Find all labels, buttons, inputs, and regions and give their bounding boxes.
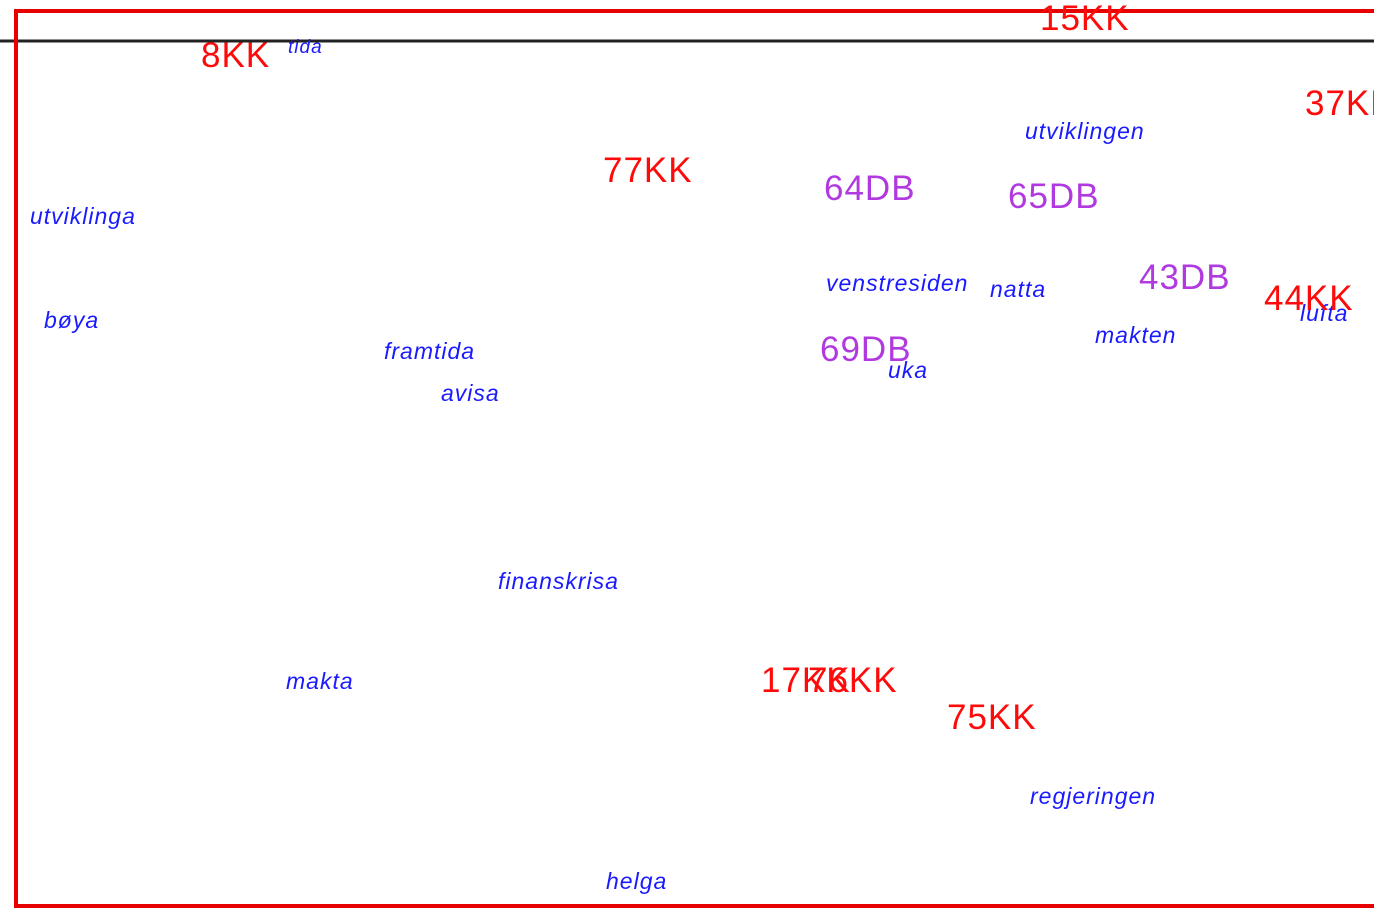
word-label: bøya — [44, 307, 99, 333]
word-label: regjeringen — [1030, 783, 1156, 809]
word-label: tida — [288, 37, 323, 58]
document-label: 65DB — [1008, 177, 1100, 216]
document-label: 17KK — [761, 661, 851, 700]
word-label: framtida — [384, 338, 475, 364]
word-label: venstresiden — [826, 270, 968, 296]
word-label: utviklingen — [1025, 118, 1145, 144]
word-label: uka — [888, 357, 928, 383]
word-label: avisa — [441, 380, 500, 406]
document-label: 64DB — [824, 169, 916, 208]
document-label: 8KK — [201, 36, 270, 75]
document-label: 43DB — [1139, 258, 1231, 297]
word-label: finanskrisa — [498, 568, 619, 594]
document-label: 69DB — [820, 330, 912, 369]
document-label: 77KK — [603, 151, 693, 190]
document-label: 37KK — [1305, 84, 1374, 123]
word-label: lufta — [1300, 300, 1348, 326]
document-label: 75KK — [947, 698, 1037, 737]
document-label: 44KK — [1264, 279, 1354, 318]
document-label: 76KK — [808, 661, 898, 700]
frame — [14, 9, 1374, 908]
word-label: utviklinga — [30, 203, 136, 229]
word-label: makten — [1095, 322, 1176, 348]
document-label: 15KK — [1040, 0, 1130, 38]
word-label: helga — [606, 868, 667, 894]
word-label: natta — [990, 276, 1046, 302]
word-label: makta — [286, 668, 354, 694]
